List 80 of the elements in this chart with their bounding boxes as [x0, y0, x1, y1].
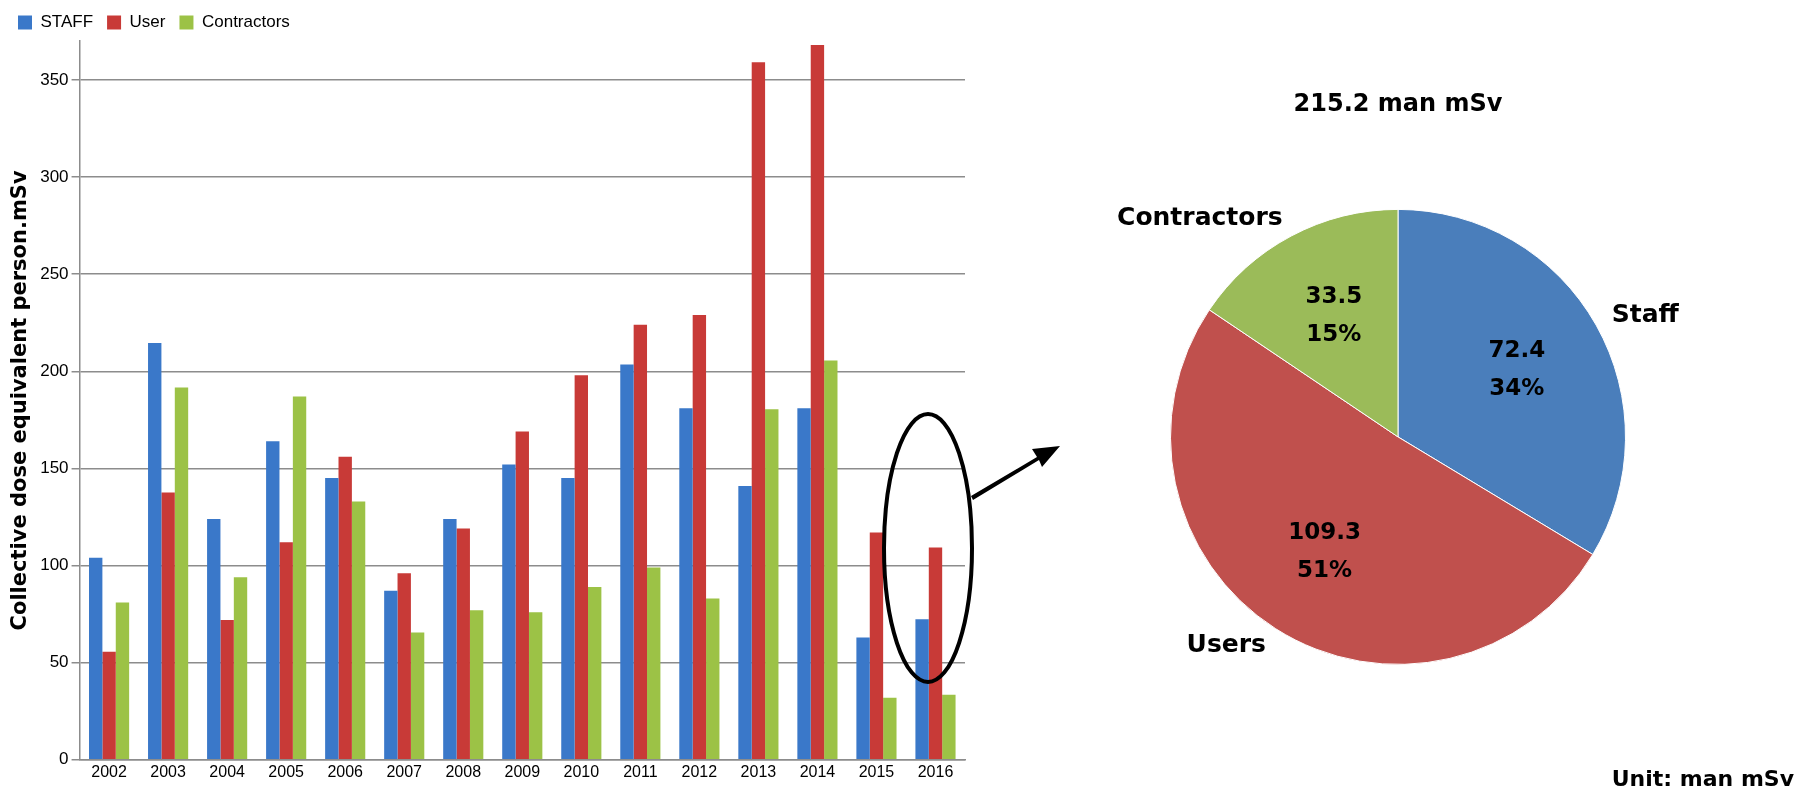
- bar: [115, 602, 130, 760]
- bar: [633, 324, 648, 760]
- y-tick-label: 350: [40, 69, 69, 89]
- bar: [706, 598, 720, 760]
- y-tick-label: 250: [40, 263, 69, 283]
- bar: [751, 62, 766, 760]
- bar: [266, 441, 280, 760]
- data-label: 72.4 34%: [1488, 335, 1546, 400]
- bar: [325, 478, 339, 760]
- x-tick-label: 2007: [386, 762, 423, 780]
- bar: [824, 360, 838, 760]
- data-label: 33.5 15%: [1305, 282, 1363, 347]
- bar: [384, 590, 398, 760]
- x-tick-label: 2016: [917, 762, 954, 780]
- text: Unit: man mSv: [1611, 766, 1794, 791]
- bar: [797, 408, 811, 760]
- bar: [647, 567, 661, 760]
- legend-label: STAFF: [40, 12, 94, 32]
- y-tick-label: 0: [59, 749, 69, 769]
- bar: [856, 637, 870, 760]
- x-tick-label: 2013: [740, 762, 777, 780]
- bar: [765, 409, 779, 760]
- bar: [883, 697, 897, 760]
- y-tick-label: 50: [49, 652, 69, 672]
- bar: [338, 456, 352, 760]
- slice-label: Contractors: [1117, 201, 1283, 231]
- y-tick-label: 200: [40, 360, 69, 380]
- bar: [738, 485, 752, 760]
- bar: [915, 619, 929, 760]
- bar: [810, 44, 825, 760]
- bar: [207, 518, 221, 760]
- bar: [679, 408, 693, 760]
- x-tick-label: 2011: [623, 762, 658, 780]
- chart-title: 215.2 man mSv: [1293, 88, 1503, 117]
- y-axis-title: Collective dose equivalent person.mSv: [7, 170, 32, 631]
- bar: [515, 431, 529, 760]
- bar: [292, 396, 307, 760]
- bar: [869, 532, 884, 760]
- bar: [561, 478, 575, 760]
- legend-label: Contractors: [201, 12, 290, 32]
- bar: [148, 343, 162, 760]
- x-tick-label: 2008: [445, 762, 482, 780]
- y-tick-label: 100: [40, 555, 69, 575]
- x-tick-label: 2014: [799, 762, 836, 780]
- slice-label: Users: [1186, 629, 1266, 659]
- bar: [456, 528, 470, 760]
- bar: [692, 314, 707, 760]
- bar: [502, 464, 516, 760]
- slice-label: Staff: [1611, 298, 1680, 328]
- bar: [397, 573, 411, 760]
- bar: [102, 651, 116, 760]
- data-label: 109.3 51%: [1288, 517, 1361, 582]
- x-tick-label: 2003: [150, 762, 187, 780]
- x-tick-label: 2009: [504, 762, 541, 780]
- x-tick-label: 2012: [681, 762, 718, 780]
- bar: [233, 577, 248, 760]
- x-tick-label: 2010: [563, 762, 600, 780]
- bar: [351, 501, 366, 760]
- bar: [574, 375, 588, 760]
- x-tick-label: 2015: [858, 762, 895, 780]
- bar: [620, 364, 634, 760]
- bar: [161, 492, 175, 760]
- x-tick-label: 2006: [327, 762, 364, 780]
- bar: [528, 612, 543, 760]
- y-tick-label: 300: [40, 166, 69, 186]
- x-tick-label: 2004: [209, 762, 246, 780]
- legend-label: User: [129, 12, 166, 32]
- bar: [174, 387, 189, 760]
- bar: [220, 619, 234, 760]
- bar: [89, 557, 103, 760]
- bar: [942, 694, 956, 760]
- bar: [279, 542, 293, 760]
- y-tick-label: 150: [40, 458, 69, 478]
- x-tick-label: 2002: [91, 762, 127, 780]
- bar: [410, 632, 425, 760]
- bar: [928, 547, 943, 760]
- x-tick-label: 2005: [268, 762, 305, 780]
- bar: [443, 518, 457, 760]
- bar: [588, 586, 602, 760]
- bar: [469, 610, 484, 760]
